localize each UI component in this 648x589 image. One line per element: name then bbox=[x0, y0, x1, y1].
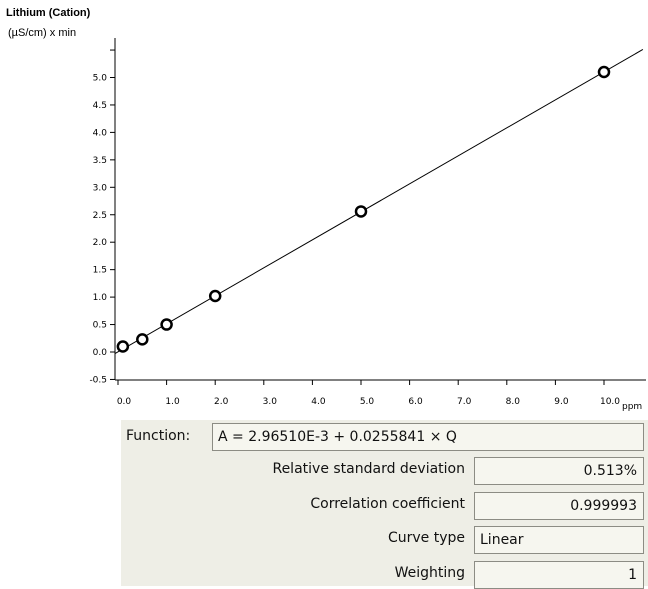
x-tick-label: 5.0 bbox=[360, 397, 375, 407]
x-tick-label: 3.0 bbox=[263, 397, 278, 407]
y-tick-label: 2.0 bbox=[93, 238, 108, 248]
y-tick-label: 0.5 bbox=[93, 321, 107, 331]
curve-type-label: Curve type bbox=[387, 530, 465, 546]
weighting-field[interactable]: 1 bbox=[474, 561, 644, 589]
x-tick-label: 6.0 bbox=[408, 397, 423, 407]
y-tick-label: 5.0 bbox=[93, 74, 108, 84]
x-tick-label: 0.0 bbox=[117, 397, 132, 407]
y-tick-label: 4.5 bbox=[93, 101, 107, 111]
data-point-group bbox=[116, 65, 611, 353]
y-tick-label: 3.5 bbox=[93, 156, 107, 166]
x-axis-unit-label: ppm bbox=[622, 402, 642, 412]
data-point bbox=[160, 318, 173, 331]
x-tick-label: 7.0 bbox=[457, 397, 472, 407]
function-field[interactable]: A = 2.96510E-3 + 0.0255841 × Q bbox=[212, 423, 644, 451]
y-tick-label: 2.5 bbox=[93, 211, 107, 221]
regression-line bbox=[114, 49, 644, 354]
y-tick-label: 4.0 bbox=[93, 128, 108, 138]
data-point bbox=[354, 205, 368, 218]
y-tick-label: 1.5 bbox=[93, 266, 107, 276]
x-tick-label: 9.0 bbox=[554, 397, 569, 407]
results-panel: Function: A = 2.96510E-3 + 0.0255841 × Q… bbox=[121, 420, 648, 589]
y-tick-label: 0.0 bbox=[93, 348, 108, 358]
x-tick-label: 4.0 bbox=[311, 397, 326, 407]
data-point bbox=[116, 340, 130, 353]
chart-title: Lithium (Cation) bbox=[6, 7, 91, 19]
function-label: Function: bbox=[126, 428, 191, 444]
correlation-label: Correlation coefficient bbox=[310, 496, 465, 512]
curve-type-field[interactable]: Linear bbox=[474, 526, 644, 554]
weighting-label: Weighting bbox=[394, 565, 465, 581]
correlation-field[interactable]: 0.999993 bbox=[474, 492, 644, 520]
y-axis-label: (µS/cm) x min bbox=[8, 27, 76, 39]
x-tick-label: 8.0 bbox=[506, 397, 521, 407]
rsd-field[interactable]: 0.513% bbox=[474, 457, 644, 485]
calibration-chart: Lithium (Cation) (µS/cm) x min 5.0 4.5 4.0… bbox=[6, 7, 646, 412]
rsd-label: Relative standard deviation bbox=[272, 461, 465, 477]
x-tick-label: 1.0 bbox=[165, 397, 180, 407]
data-point bbox=[208, 289, 222, 303]
y-tick-group: 5.0 4.5 4.0 3.5 3.0 2.5 2.0 1.5 1.0 0.5 0.0 -0.5 bbox=[89, 49, 115, 385]
x-tick-group: 0.0 1.0 2.0 3.0 4.0 5.0 6.0 7.0 8.0 9.0 10.0 bbox=[117, 380, 620, 407]
data-point bbox=[597, 65, 611, 79]
x-tick-label: 10.0 bbox=[600, 397, 620, 407]
y-tick-label: -0.5 bbox=[89, 375, 107, 385]
y-tick-label: 1.0 bbox=[93, 293, 108, 303]
y-tick-label: 3.0 bbox=[93, 183, 108, 193]
x-tick-label: 2.0 bbox=[214, 397, 229, 407]
data-point bbox=[136, 333, 149, 346]
